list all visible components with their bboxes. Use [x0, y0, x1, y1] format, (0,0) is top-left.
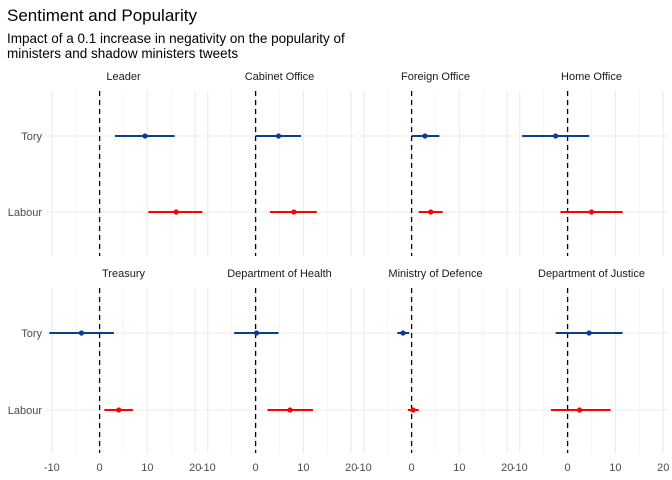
y-tick-label: Labour: [8, 207, 43, 219]
facet-cabinet-office: Cabinet Office: [203, 71, 356, 256]
x-tick-label: 10: [453, 462, 465, 474]
point-labour: [428, 209, 434, 215]
point-tory: [253, 330, 260, 336]
point-labour: [410, 407, 416, 413]
facet-label: Department of Justice: [538, 268, 645, 280]
x-tick-label: 20: [657, 462, 669, 474]
facet-ministry-of-defence: Ministry of Defence -10 0 10 20: [356, 268, 514, 474]
facet-label: Leader: [106, 71, 141, 83]
facet-leader: Leader Tory Labour: [8, 71, 203, 256]
chart-subtitle-line-1: Impact of a 0.1 increase in negativity o…: [7, 31, 345, 46]
x-tick-label: 10: [609, 462, 621, 474]
facet-label: Cabinet Office: [245, 71, 315, 83]
facet-label: Ministry of Defence: [388, 268, 482, 280]
chart-subtitle-line-2: ministers and shadow ministers tweets: [7, 46, 238, 61]
x-tick-label: 10: [297, 462, 309, 474]
x-tick-label: 0: [253, 462, 259, 474]
y-tick-label: Tory: [21, 328, 42, 340]
point-tory: [142, 133, 148, 139]
x-tick-label: 20: [501, 462, 513, 474]
x-tick-label: -10: [200, 462, 216, 474]
point-labour: [173, 209, 179, 215]
y-tick-label: Tory: [21, 131, 42, 143]
chart-title: Sentiment and Popularity: [7, 6, 197, 25]
x-tick-label: 0: [409, 462, 415, 474]
facet-panels: Leader Tory Labour Cabinet Office Foreign Of…: [8, 71, 670, 474]
facet-label: Home Office: [561, 71, 622, 83]
x-tick-label: 20: [345, 462, 357, 474]
point-tory: [586, 330, 592, 336]
x-tick-label: 0: [565, 462, 571, 474]
x-tick-label: 10: [141, 462, 153, 474]
facet-department-of-justice: Department of Justice -10 0 10 20: [512, 268, 670, 474]
x-tick-label: 0: [97, 462, 103, 474]
point-tory: [400, 330, 406, 336]
facet-home-office: Home Office: [515, 71, 668, 256]
facet-label: Treasury: [102, 268, 145, 280]
facet-foreign-office: Foreign Office: [359, 71, 512, 256]
x-tick-label: -10: [44, 462, 60, 474]
y-tick-label: Labour: [8, 405, 43, 417]
facet-department-of-health: Department of Health -10 0 10 20: [200, 268, 358, 474]
point-tory: [553, 133, 559, 139]
facet-label: Foreign Office: [401, 71, 470, 83]
x-tick-label: -10: [356, 462, 372, 474]
x-tick-label: -10: [512, 462, 528, 474]
point-labour: [287, 407, 293, 413]
point-tory: [275, 133, 282, 139]
point-labour: [116, 407, 122, 413]
point-tory: [78, 330, 85, 336]
facet-label: Department of Health: [227, 268, 332, 280]
point-labour: [588, 209, 595, 215]
facet-treasury: Treasury Tory Labour -10 0 10 20: [8, 268, 202, 474]
point-labour: [291, 209, 297, 215]
point-labour: [576, 407, 583, 413]
x-tick-label: 20: [189, 462, 201, 474]
point-tory: [422, 133, 428, 139]
